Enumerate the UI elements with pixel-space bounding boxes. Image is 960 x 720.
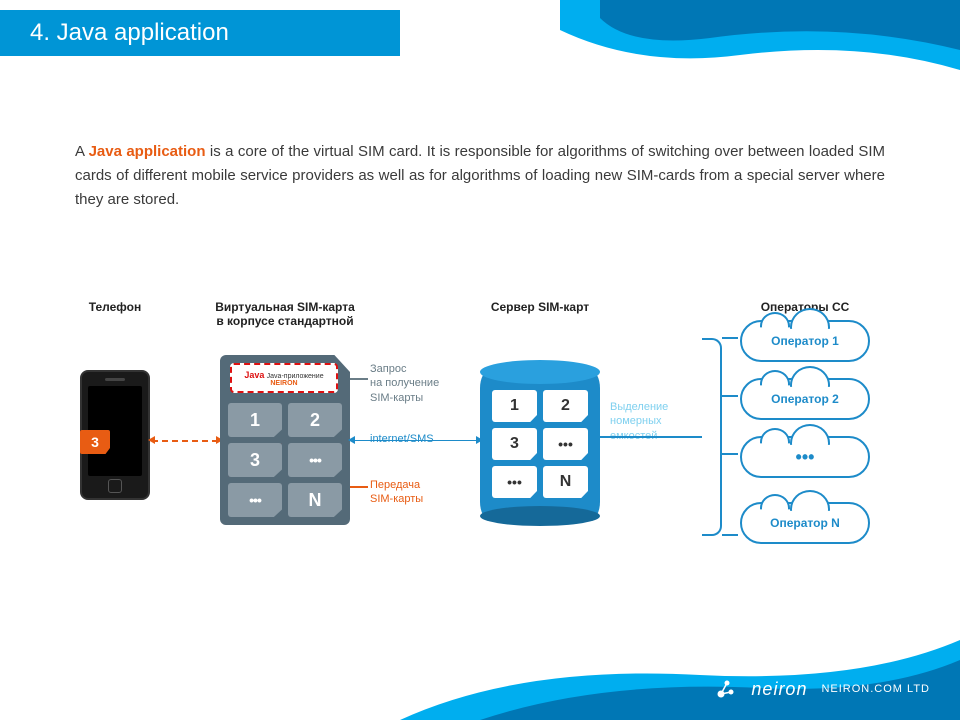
operator-cloud: Оператор N: [740, 502, 870, 544]
label-transfer: Передача SIM-карты: [370, 478, 423, 507]
arrow-tick-transfer: [350, 486, 368, 488]
operator-cloud: •••: [740, 436, 870, 478]
vsim-cell: •••: [288, 443, 342, 477]
col-label-phone: Телефон: [80, 300, 150, 314]
col-label-vsim: Виртуальная SIM-карта в корпусе стандарт…: [195, 300, 375, 328]
bracket-stem: [600, 436, 702, 438]
architecture-diagram: Телефон Виртуальная SIM-карта в корпусе …: [70, 300, 890, 580]
phone-active-sim: 3: [80, 430, 110, 454]
operator-cloud: Оператор 2: [740, 378, 870, 420]
label-request: Запрос на получение SIM-карты: [370, 362, 470, 405]
server-cell: 1: [492, 390, 537, 422]
arrow-phone-vsim: [152, 440, 218, 442]
vsim-cell: N: [288, 483, 342, 517]
bracket-operators: [702, 338, 722, 536]
operator-cloud: Оператор 1: [740, 320, 870, 362]
brand-icon: [715, 678, 737, 700]
col-label-server: Сервер SIM-карт: [480, 300, 600, 314]
footer-swoosh: [400, 620, 960, 720]
slide-title: 4. Java application: [30, 19, 229, 47]
server-cell: N: [543, 466, 588, 498]
arrow-tick-request: [350, 378, 368, 380]
slide-title-bar: 4. Java application: [0, 10, 400, 56]
footer-brand: neiron NEIRON.COM LTD: [715, 678, 930, 700]
server-cell: •••: [492, 466, 537, 498]
vsim-cell-active: 3: [228, 443, 282, 477]
arrowhead-channel-l: [348, 436, 355, 444]
para-prefix: A: [75, 143, 89, 160]
arrowhead-left-1: [148, 436, 155, 444]
server-cell: 2: [543, 390, 588, 422]
line-channel: [352, 440, 478, 441]
description-paragraph: A Java application is a core of the virt…: [75, 140, 885, 212]
java-app-badge: Java Java-приложение NEIRON: [230, 363, 338, 393]
brand-name: neiron: [751, 679, 807, 700]
server-grid: 1 2 3 ••• ••• N: [492, 390, 588, 498]
para-highlight: Java application: [89, 143, 206, 160]
virtual-sim-card: Java Java-приложение NEIRON 1 2 3 ••• ••…: [220, 355, 350, 525]
bracket-arm-1: [722, 337, 738, 339]
server-cell: 3: [492, 428, 537, 460]
bracket-arm-4: [722, 534, 738, 536]
sim-server: 1 2 3 ••• ••• N: [480, 360, 600, 520]
bracket-arm-3: [722, 453, 738, 455]
phone-device: 3: [80, 370, 150, 500]
vsim-grid: 1 2 3 ••• ••• N: [228, 403, 342, 517]
vsim-cell: 2: [288, 403, 342, 437]
bracket-arm-2: [722, 395, 738, 397]
operators-column: Оператор 1 Оператор 2 ••• Оператор N: [740, 320, 890, 560]
server-cell: •••: [543, 428, 588, 460]
vsim-cell: 1: [228, 403, 282, 437]
header-swoosh: [560, 0, 960, 90]
vsim-cell: •••: [228, 483, 282, 517]
company-name: NEIRON.COM LTD: [821, 683, 930, 695]
